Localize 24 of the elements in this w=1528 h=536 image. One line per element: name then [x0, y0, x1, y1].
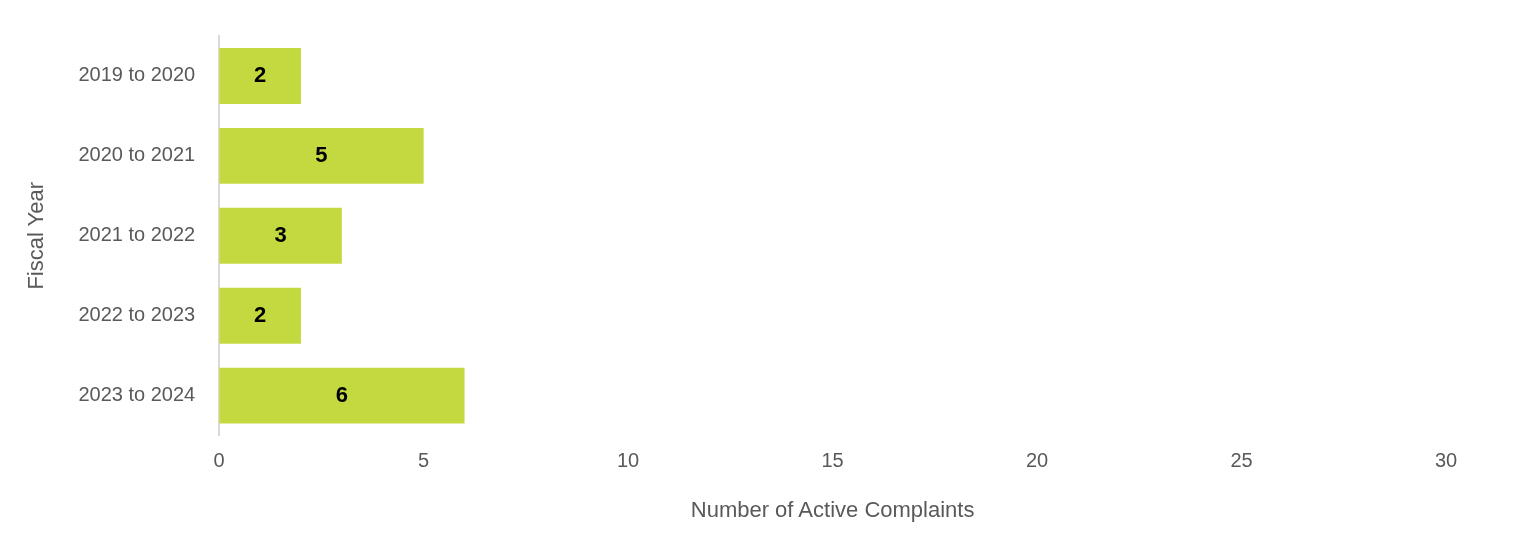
y-tick-label: 2022 to 2023 [78, 303, 196, 326]
x-tick-label: 5 [418, 449, 430, 472]
y-tick-label: 2021 to 2022 [78, 223, 196, 246]
bar [219, 47, 301, 104]
x-tick-label: 15 [821, 449, 844, 472]
data-label: 3 [274, 221, 287, 247]
bar [219, 287, 301, 344]
y-tick-label: 2019 to 2020 [78, 63, 196, 86]
bar [219, 367, 465, 424]
x-axis-title: Number of Active Complaints [690, 496, 975, 522]
data-label: 2 [253, 301, 267, 327]
y-tick-label: 2023 to 2024 [78, 383, 196, 406]
x-tick-label: 0 [213, 449, 225, 472]
x-tick-label: 20 [1025, 449, 1049, 472]
x-tick-label: 25 [1230, 449, 1253, 472]
data-label: 5 [315, 141, 328, 167]
y-tick-label: 2020 to 2021 [78, 143, 196, 166]
y-axis-title: Fiscal Year [23, 181, 49, 290]
bar [219, 207, 342, 264]
x-tick-label: 30 [1434, 449, 1458, 472]
x-tick-label: 10 [616, 449, 640, 472]
data-label: 6 [335, 381, 348, 407]
data-label: 2 [253, 62, 267, 88]
bar [219, 127, 424, 184]
